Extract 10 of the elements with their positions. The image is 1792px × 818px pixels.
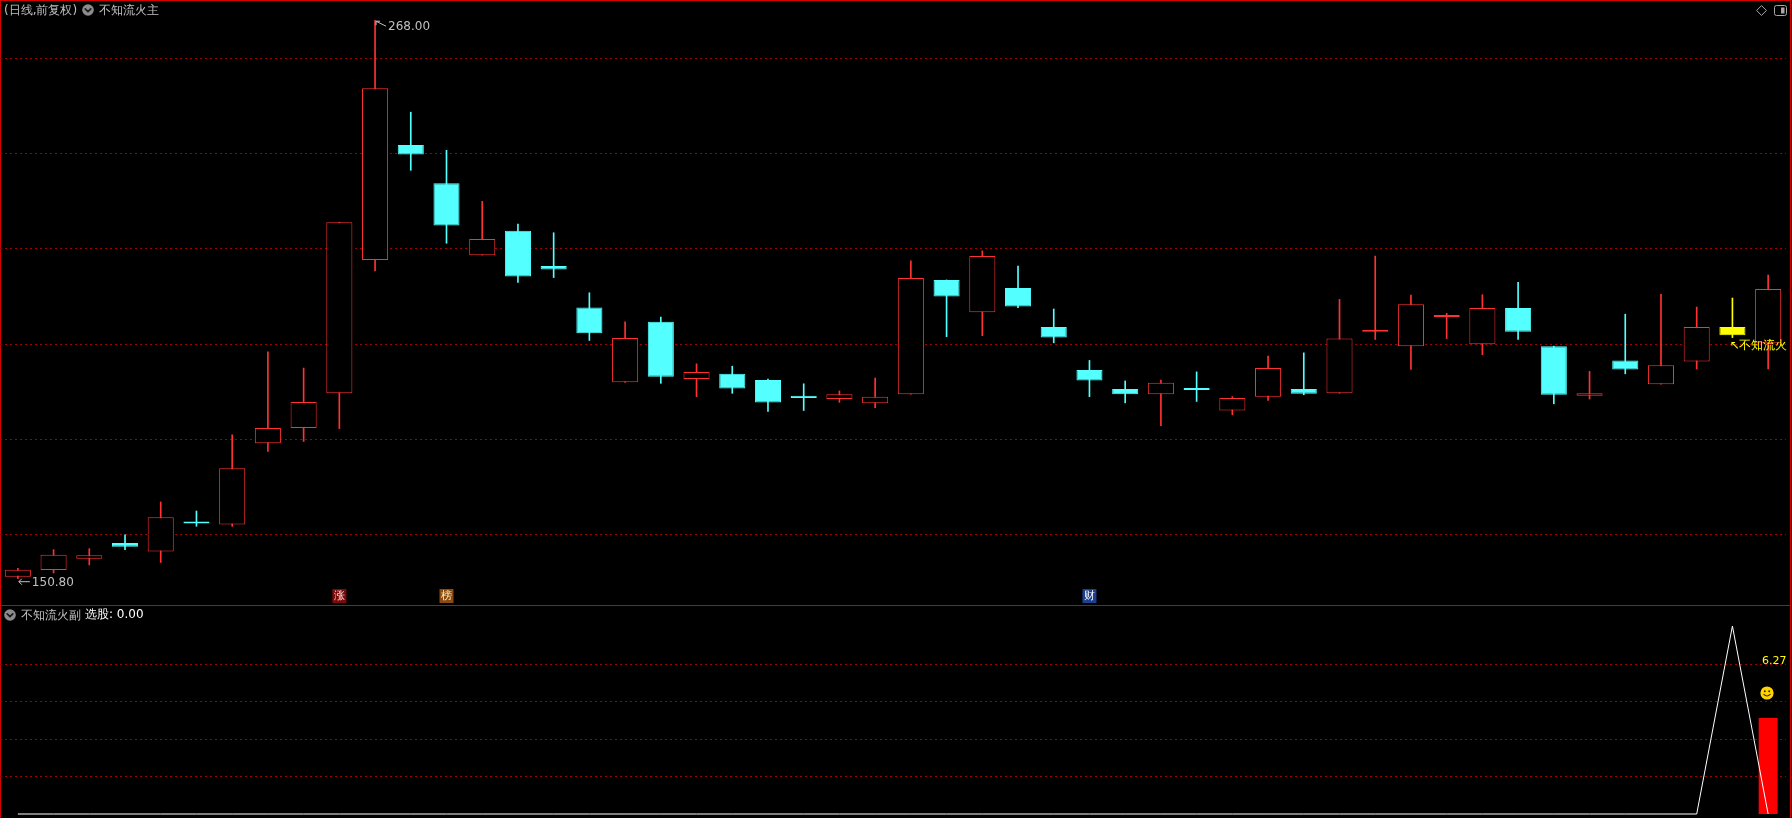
text: 财 [1083, 588, 1095, 602]
text: 选股: 0.00 [85, 607, 144, 621]
chart-title: 不知流火副 [21, 608, 81, 622]
annotation: 6.27 [1761, 653, 1787, 667]
annotation: 150.80 [31, 574, 74, 589]
chart-title: (日线,前复权) [4, 3, 78, 17]
text: 涨 [333, 588, 345, 602]
text: 榜 [441, 588, 452, 602]
chart-subtitle: 不知流火主 [99, 3, 160, 17]
annotation: 268.00 [388, 19, 431, 34]
